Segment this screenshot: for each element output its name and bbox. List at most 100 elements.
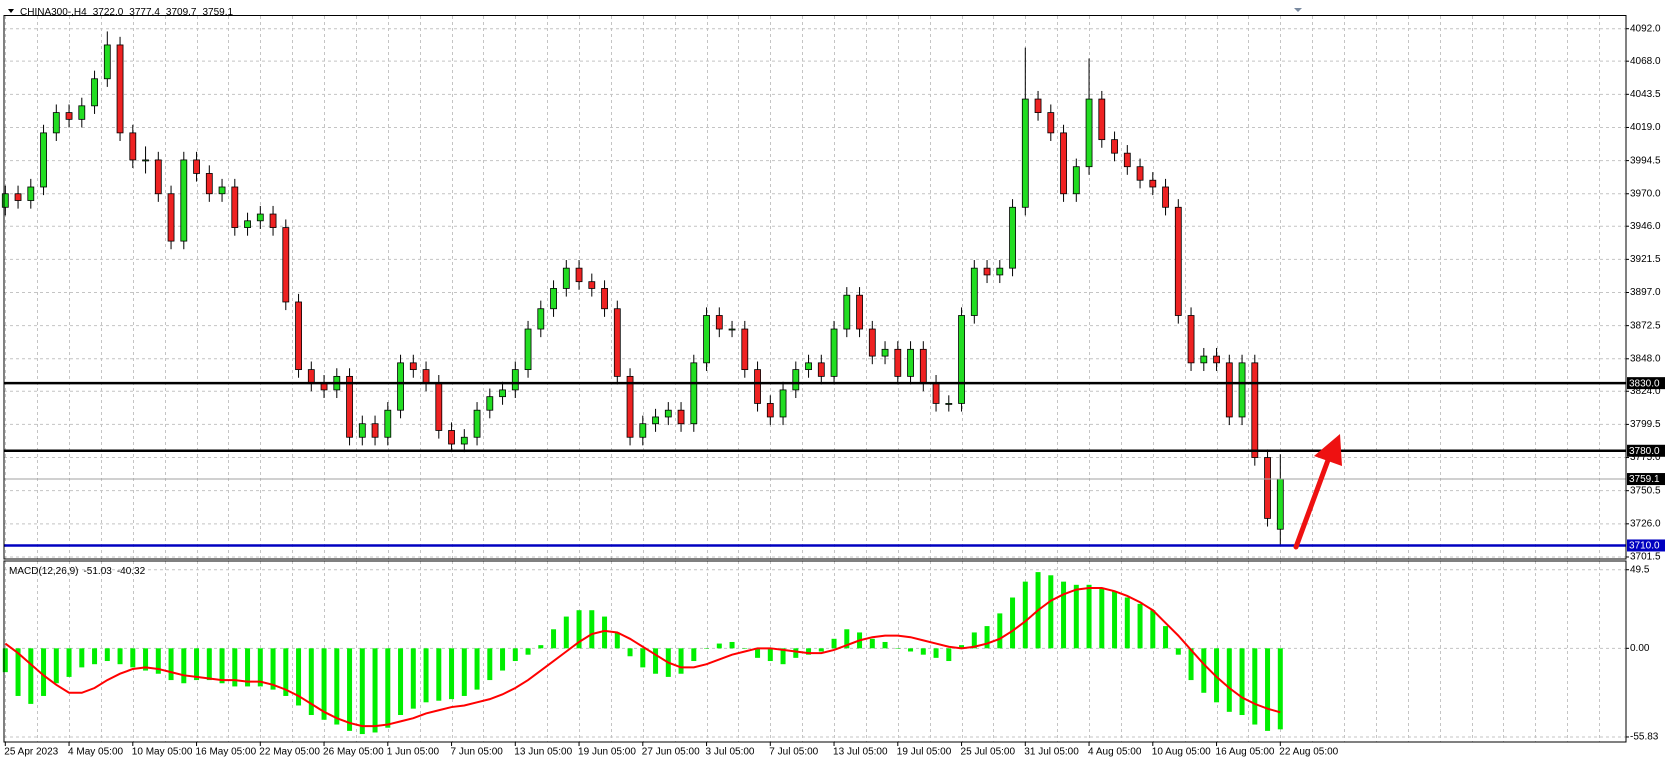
candle-body xyxy=(103,44,111,80)
candle-body xyxy=(664,409,672,418)
candle-body xyxy=(575,267,583,283)
candle-body xyxy=(1034,98,1042,113)
candle-body xyxy=(14,193,22,201)
candle-body xyxy=(1021,98,1029,208)
candle-body xyxy=(1060,132,1067,195)
macd-bar xyxy=(1061,581,1067,649)
header-text: CHINA300-,H4 xyxy=(20,7,87,18)
macd-bar xyxy=(755,648,761,658)
candle-body xyxy=(295,301,302,371)
macd-bar xyxy=(1175,648,1181,655)
level-label-box xyxy=(1627,473,1665,486)
candle-body xyxy=(996,267,1004,276)
macd-bar xyxy=(920,648,926,655)
candle-body xyxy=(601,288,608,310)
macd-bar xyxy=(844,629,850,649)
x-tick-label: 13 Jul 05:00 xyxy=(833,747,888,758)
menu-triangle[interactable] xyxy=(8,9,14,13)
x-tick-label: 19 Jul 05:00 xyxy=(897,747,952,758)
macd-bar xyxy=(245,648,251,687)
macd-bar xyxy=(92,648,98,665)
macd-bar xyxy=(1112,591,1118,649)
shift-marker xyxy=(1294,8,1302,12)
macd-bar xyxy=(1252,648,1258,725)
macd-bar xyxy=(691,648,697,662)
macd-bar xyxy=(716,643,722,649)
candle-body xyxy=(703,315,710,364)
candle-body xyxy=(550,288,557,310)
macd-bar xyxy=(806,648,812,655)
macd-bar xyxy=(1022,581,1028,649)
macd-bar xyxy=(53,648,59,684)
candle-body xyxy=(52,112,60,134)
y-tick-label: 3921.5 xyxy=(1630,254,1661,265)
candle-body xyxy=(307,369,315,384)
macd-bar xyxy=(589,610,595,649)
candle-body xyxy=(1276,478,1284,530)
candle-body xyxy=(358,423,366,438)
header-text: 3759.1 xyxy=(202,7,233,18)
candle-body xyxy=(1,193,9,208)
y-tick-label: 3848.0 xyxy=(1630,353,1661,364)
x-tick-label: 10 May 05:00 xyxy=(132,747,193,758)
macd-bar xyxy=(946,648,952,662)
macd-bar xyxy=(143,648,149,671)
candle-body xyxy=(830,328,838,377)
macd-bar xyxy=(563,616,569,649)
macd-bar xyxy=(640,648,646,668)
candle-body xyxy=(919,348,927,384)
header-text: 3722.0 xyxy=(93,7,124,18)
macd-bar xyxy=(933,648,939,658)
x-tick-label: 26 May 05:00 xyxy=(323,747,384,758)
price-header: CHINA300-,H4 3722.0 3777.4 3709.7 3759.1 xyxy=(20,7,234,18)
candle-body xyxy=(435,382,443,431)
macd-bar xyxy=(117,648,123,665)
candle-body xyxy=(970,267,978,316)
x-tick-label: 4 May 05:00 xyxy=(68,747,123,758)
macd-bar xyxy=(385,648,391,728)
candle-body xyxy=(499,389,506,398)
candle-body xyxy=(473,409,481,438)
macd-bar xyxy=(1265,648,1271,731)
macd-bar xyxy=(653,648,659,674)
macd-bar xyxy=(2,648,8,673)
macd-bar xyxy=(155,648,161,674)
candle-body xyxy=(652,416,659,425)
x-tick-label: 16 Aug 05:00 xyxy=(1216,747,1275,758)
macd-bar xyxy=(971,632,977,649)
macd-bar xyxy=(321,648,327,720)
macd-bar xyxy=(1188,648,1194,681)
y-tick-label: 49.5 xyxy=(1630,564,1650,575)
candle-body xyxy=(945,403,953,405)
macd-bar xyxy=(831,638,837,649)
candle-body xyxy=(792,369,800,391)
macd-bar xyxy=(181,648,187,684)
macd-bar xyxy=(449,648,455,700)
x-tick-label: 27 Jun 05:00 xyxy=(642,747,700,758)
x-tick-label: 25 Apr 2023 xyxy=(4,747,58,758)
candle-body xyxy=(1200,355,1208,364)
candle-body xyxy=(868,328,876,357)
header-text: -51.03 xyxy=(83,566,112,577)
macd-bar xyxy=(1163,626,1169,649)
candle-body xyxy=(154,159,162,195)
y-tick-label: 4019.0 xyxy=(1630,122,1661,133)
candle-body xyxy=(1072,166,1080,195)
candle-body xyxy=(1174,206,1182,316)
candle-body xyxy=(384,409,392,438)
candle-body xyxy=(1009,206,1016,269)
candle-body xyxy=(78,105,86,120)
macd-bar xyxy=(283,648,289,696)
candle-body xyxy=(409,362,417,371)
level-label: 3759.1 xyxy=(1629,474,1660,485)
candle-body xyxy=(881,348,889,357)
candle-body xyxy=(1136,166,1144,181)
macd-bar xyxy=(678,648,684,674)
macd-bar xyxy=(398,648,404,716)
candle-body xyxy=(256,213,264,222)
candle-body xyxy=(843,294,851,330)
y-tick-label: 3726.0 xyxy=(1630,518,1661,529)
candle-body xyxy=(1149,179,1157,188)
header-text: -40.32 xyxy=(117,566,146,577)
candle-body xyxy=(1098,98,1106,141)
